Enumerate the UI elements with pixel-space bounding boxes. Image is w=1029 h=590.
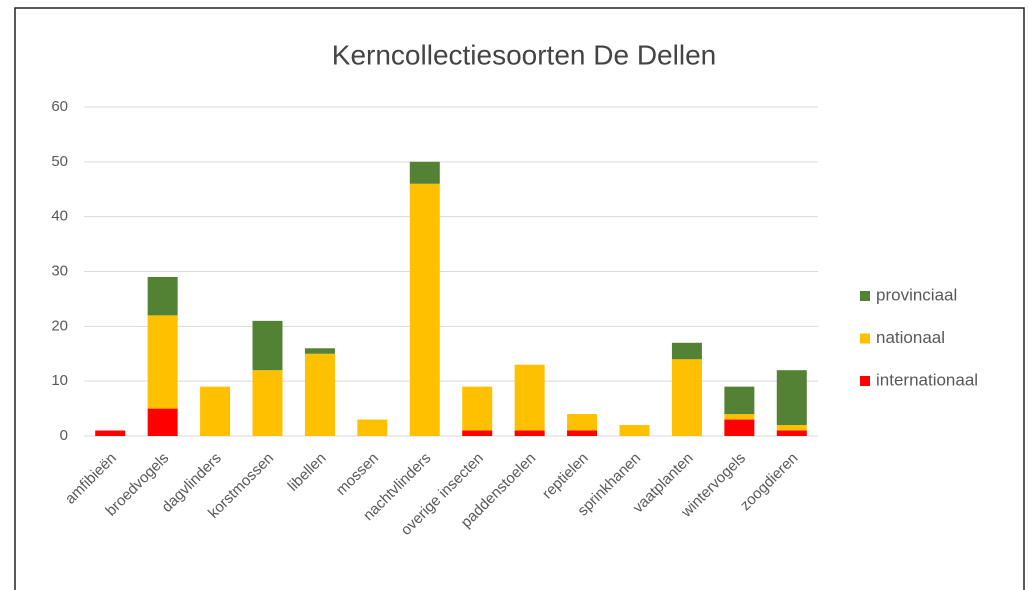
bar-segment [567,430,598,436]
chart-frame [14,7,1025,590]
bar-segment [619,425,650,436]
bar-segment [776,425,807,431]
y-tick-label: 20 [51,317,68,334]
y-tick-label: 0 [60,427,68,444]
bar-segment [776,370,807,426]
y-tick-label: 60 [51,98,68,115]
bar-segment [724,386,755,415]
bar-segment [147,276,178,316]
bar-segment [409,161,440,184]
legend-label: provinciaal [876,285,957,304]
legend-label: internationaal [876,370,978,389]
bar-segment [200,386,231,436]
bar-segment [776,430,807,436]
legend-swatch [860,333,870,344]
bar-segment [357,419,388,436]
y-tick-label: 40 [51,208,68,225]
bar-segment [252,320,283,371]
y-tick-label: 50 [51,153,68,170]
legend-swatch [860,376,870,386]
bar-segment [671,359,702,436]
bar-segment [514,364,545,431]
legend-swatch [860,291,870,301]
chart-title: Kerncollectiesoorten De Dellen [332,39,716,70]
legend-label: nationaal [876,328,945,347]
bar-segment [95,430,126,436]
bar-segment [147,315,178,409]
bar-segment [724,419,755,436]
bar-segment [462,386,493,431]
bar-segment [462,430,493,436]
bar-segment [567,414,598,431]
bar-segment [724,414,755,420]
bar-segment [514,430,545,436]
bar-segment [304,353,335,436]
bar-segment [147,408,178,436]
bar-segment [304,348,335,354]
bar-segment [409,183,440,436]
y-tick-label: 30 [51,262,68,279]
y-tick-label: 10 [51,372,68,389]
bar-segment [671,342,702,360]
bar-segment [252,370,283,436]
